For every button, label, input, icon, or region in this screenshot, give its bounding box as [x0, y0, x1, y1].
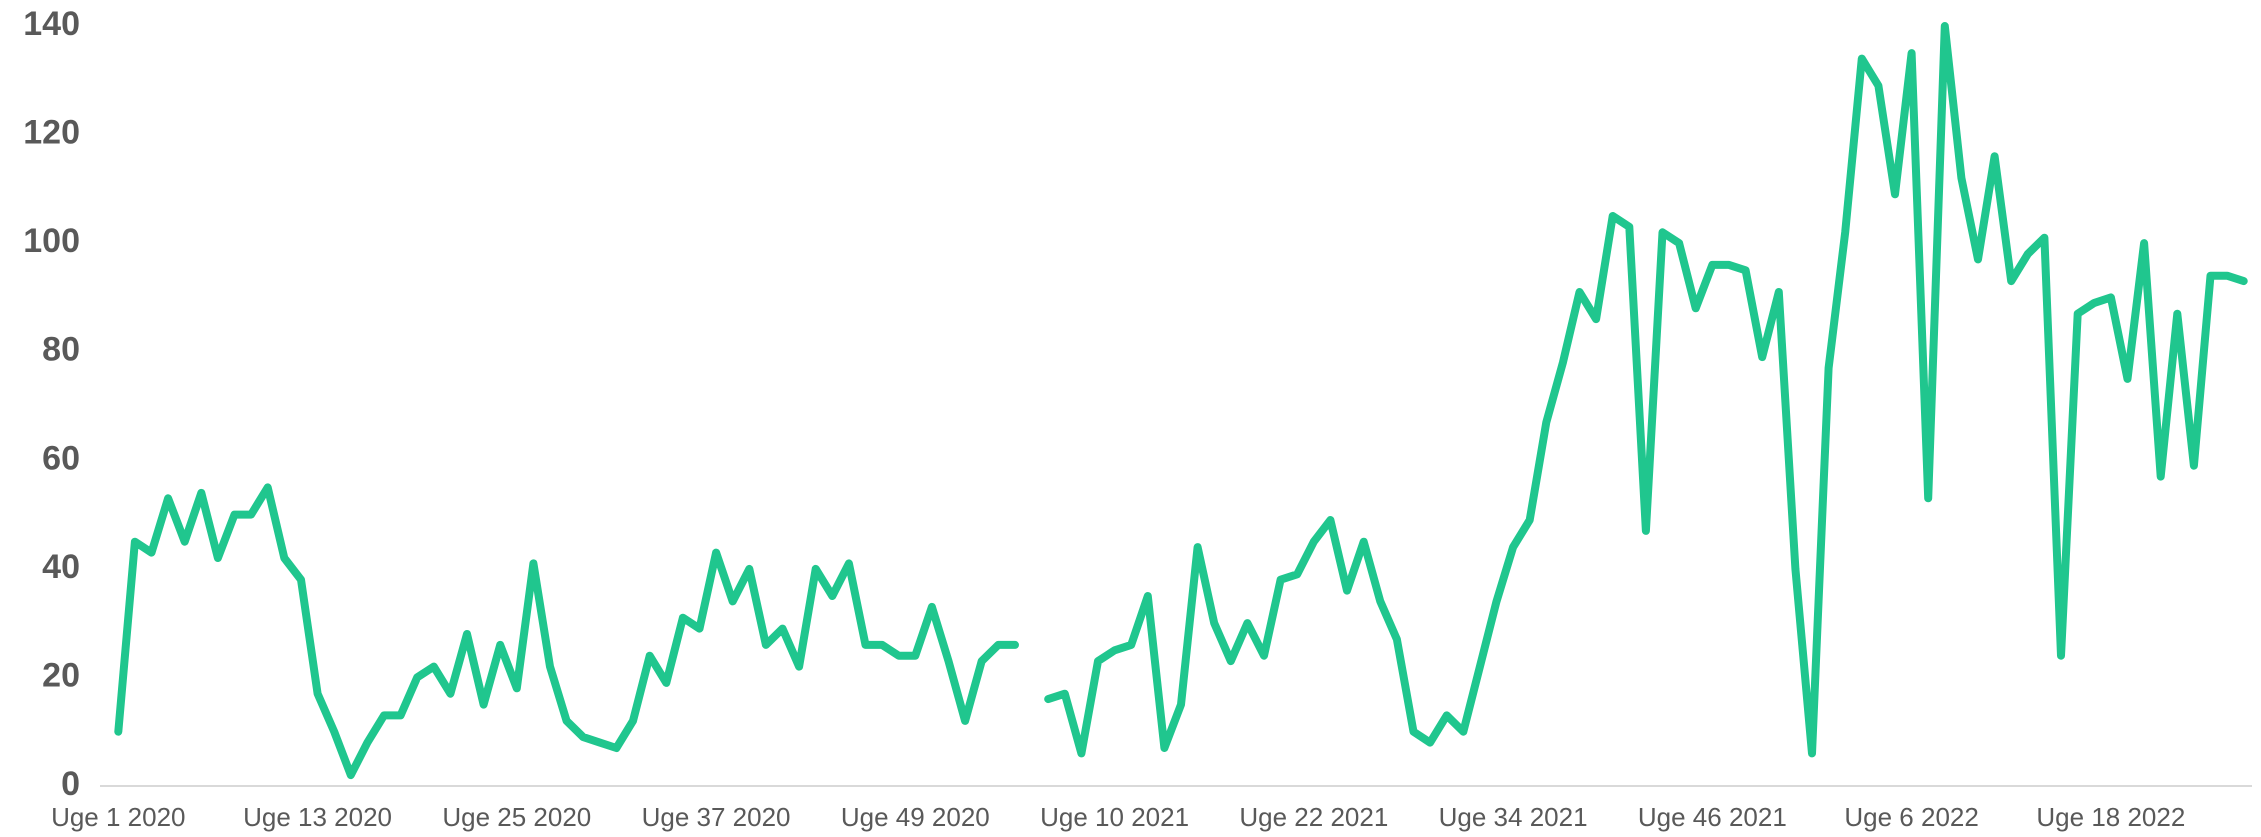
y-tick-label: 120 — [23, 114, 80, 152]
y-tick-label: 60 — [42, 439, 80, 477]
y-tick-label: 100 — [23, 222, 80, 260]
x-tick-label: Uge 1 2020 — [51, 802, 185, 832]
x-tick-label: Uge 34 2021 — [1439, 802, 1588, 832]
y-tick-label: 40 — [42, 548, 80, 586]
y-tick-label: 140 — [23, 5, 80, 43]
y-tick-label: 80 — [42, 331, 80, 369]
x-tick-label: Uge 49 2020 — [841, 802, 990, 832]
x-tick-label: Uge 22 2021 — [1239, 802, 1388, 832]
x-tick-label: Uge 18 2022 — [2036, 802, 2185, 832]
y-tick-label: 0 — [61, 765, 80, 803]
x-tick-label: Uge 46 2021 — [1638, 802, 1787, 832]
x-tick-label: Uge 6 2022 — [1844, 802, 1978, 832]
x-tick-label: Uge 25 2020 — [442, 802, 591, 832]
x-tick-label: Uge 37 2020 — [642, 802, 791, 832]
x-tick-label: Uge 10 2021 — [1040, 802, 1189, 832]
x-tick-label: Uge 13 2020 — [243, 802, 392, 832]
y-tick-label: 20 — [42, 656, 80, 694]
data-line — [114, 22, 2248, 780]
